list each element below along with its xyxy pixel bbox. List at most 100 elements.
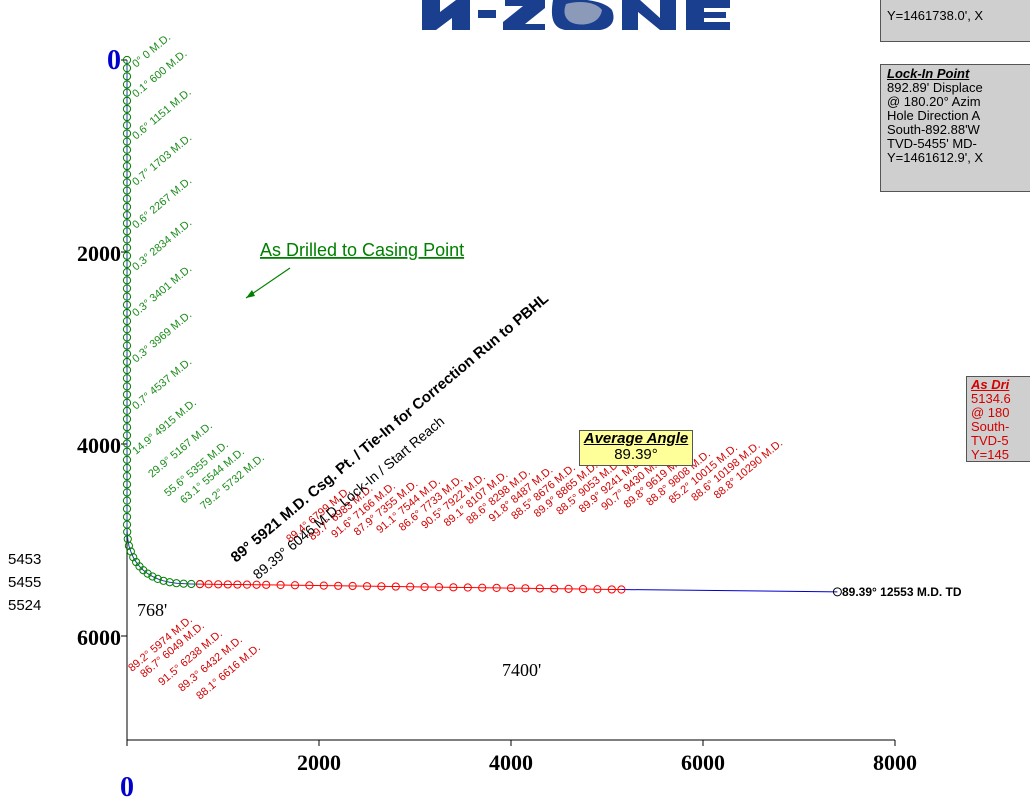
survey-point bbox=[122, 398, 132, 407]
survey-point bbox=[463, 583, 472, 592]
survey-point bbox=[122, 406, 132, 415]
survey-point bbox=[617, 585, 626, 594]
as-drilled-line: 5134.6 bbox=[971, 391, 1011, 406]
survey-point bbox=[122, 504, 132, 513]
series-line-as-drilled bbox=[126, 60, 200, 585]
lock-in-line: TVD-5455' MD- bbox=[887, 136, 977, 151]
label-768: 768' bbox=[137, 600, 167, 620]
as-drilled-line: @ 180 bbox=[971, 405, 1010, 420]
survey-point bbox=[122, 170, 132, 179]
survey-point bbox=[348, 581, 357, 591]
y-tick-label-2000: 2000 bbox=[77, 241, 121, 266]
y-tick-label-0: 0 bbox=[107, 45, 121, 76]
survey-point bbox=[593, 585, 602, 594]
survey-point bbox=[319, 581, 328, 590]
survey-point bbox=[124, 541, 134, 550]
survey-point bbox=[391, 582, 400, 591]
survey-point bbox=[420, 582, 429, 592]
left-depth-labels: 5453 5455 5524 bbox=[8, 551, 41, 614]
lock-in-point-box: Lock-In Point 892.89' Displace @ 180.20°… bbox=[880, 64, 1030, 192]
survey-point bbox=[204, 580, 213, 589]
survey-point bbox=[122, 308, 132, 318]
survey-point bbox=[122, 104, 132, 114]
y-tick-label-6000: 6000 bbox=[77, 625, 121, 650]
survey-point bbox=[122, 365, 132, 375]
y-tick-labels: 0 2000 4000 6000 bbox=[77, 45, 121, 650]
survey-point bbox=[535, 584, 544, 593]
survey-point bbox=[122, 210, 132, 220]
survey-point bbox=[122, 88, 132, 97]
plot-labels: 768' 7400' bbox=[137, 600, 541, 680]
as-drilled-line: Y=145 bbox=[971, 447, 1009, 462]
survey-point bbox=[305, 581, 314, 590]
x-tick-label-2000: 2000 bbox=[297, 750, 341, 775]
survey-point bbox=[122, 472, 132, 481]
survey-point bbox=[122, 374, 132, 383]
survey-point bbox=[122, 259, 132, 269]
survey-point bbox=[832, 587, 842, 597]
as-drilled-line: South- bbox=[971, 419, 1010, 434]
survey-point bbox=[607, 585, 616, 594]
x-tick-label-6000: 6000 bbox=[681, 750, 725, 775]
as-drilled-annotation: As Drilled to Casing Point bbox=[260, 240, 464, 260]
td-annotation: 89.39° 12553 M.D. TD bbox=[842, 585, 962, 599]
survey-point bbox=[122, 145, 132, 154]
survey-point bbox=[223, 580, 232, 589]
survey-point bbox=[334, 581, 343, 590]
survey-point bbox=[195, 580, 205, 589]
survey-point bbox=[122, 55, 132, 65]
survey-point bbox=[129, 553, 138, 562]
survey-point bbox=[143, 569, 152, 578]
survey-point bbox=[122, 276, 132, 285]
survey-point bbox=[377, 582, 386, 591]
lock-in-line: Hole Direction A bbox=[887, 108, 981, 123]
series-layer bbox=[122, 55, 842, 597]
survey-point bbox=[122, 80, 132, 89]
survey-point bbox=[122, 439, 132, 448]
depth-label-5455: 5455 bbox=[8, 574, 41, 591]
survey-point bbox=[478, 583, 487, 592]
as-drilled-arrowhead bbox=[246, 290, 255, 298]
survey-point bbox=[122, 300, 132, 309]
survey-point bbox=[122, 463, 132, 473]
survey-point bbox=[122, 447, 132, 456]
survey-point bbox=[126, 547, 135, 556]
survey-point bbox=[122, 357, 132, 367]
survey-point bbox=[122, 325, 132, 334]
survey-point bbox=[122, 219, 132, 228]
survey-point bbox=[122, 121, 132, 130]
survey-point bbox=[122, 186, 132, 195]
survey-point bbox=[153, 574, 162, 583]
lock-in-line: @ 180.20° Azim bbox=[887, 94, 981, 109]
survey-point bbox=[233, 580, 242, 589]
survey-point bbox=[122, 317, 132, 326]
survey-point bbox=[122, 488, 132, 497]
survey-point bbox=[122, 414, 132, 424]
survey-point bbox=[122, 113, 132, 122]
survey-point bbox=[122, 161, 132, 171]
top-info-line: Y=1461738.0', X bbox=[887, 8, 984, 23]
survey-point bbox=[122, 178, 132, 187]
survey-point bbox=[159, 576, 168, 585]
logo bbox=[422, 0, 730, 30]
survey-point bbox=[122, 235, 132, 244]
survey-point bbox=[122, 64, 132, 73]
survey-point bbox=[262, 580, 271, 589]
survey-point bbox=[434, 583, 444, 592]
survey-point bbox=[122, 137, 132, 146]
survey-point bbox=[406, 582, 415, 591]
survey-point bbox=[122, 382, 132, 391]
x-tick-label-origin: 0 bbox=[120, 772, 134, 803]
survey-point bbox=[122, 390, 132, 399]
survey-point bbox=[506, 583, 516, 593]
lock-in-line: 892.89' Displace bbox=[887, 80, 983, 95]
survey-point bbox=[252, 580, 261, 589]
survey-point bbox=[122, 333, 132, 342]
survey-point bbox=[122, 423, 132, 432]
depth-label-5453: 5453 bbox=[8, 551, 41, 568]
survey-point bbox=[214, 580, 223, 589]
survey-point bbox=[122, 227, 132, 236]
survey-point bbox=[148, 572, 157, 581]
survey-point bbox=[290, 581, 300, 590]
